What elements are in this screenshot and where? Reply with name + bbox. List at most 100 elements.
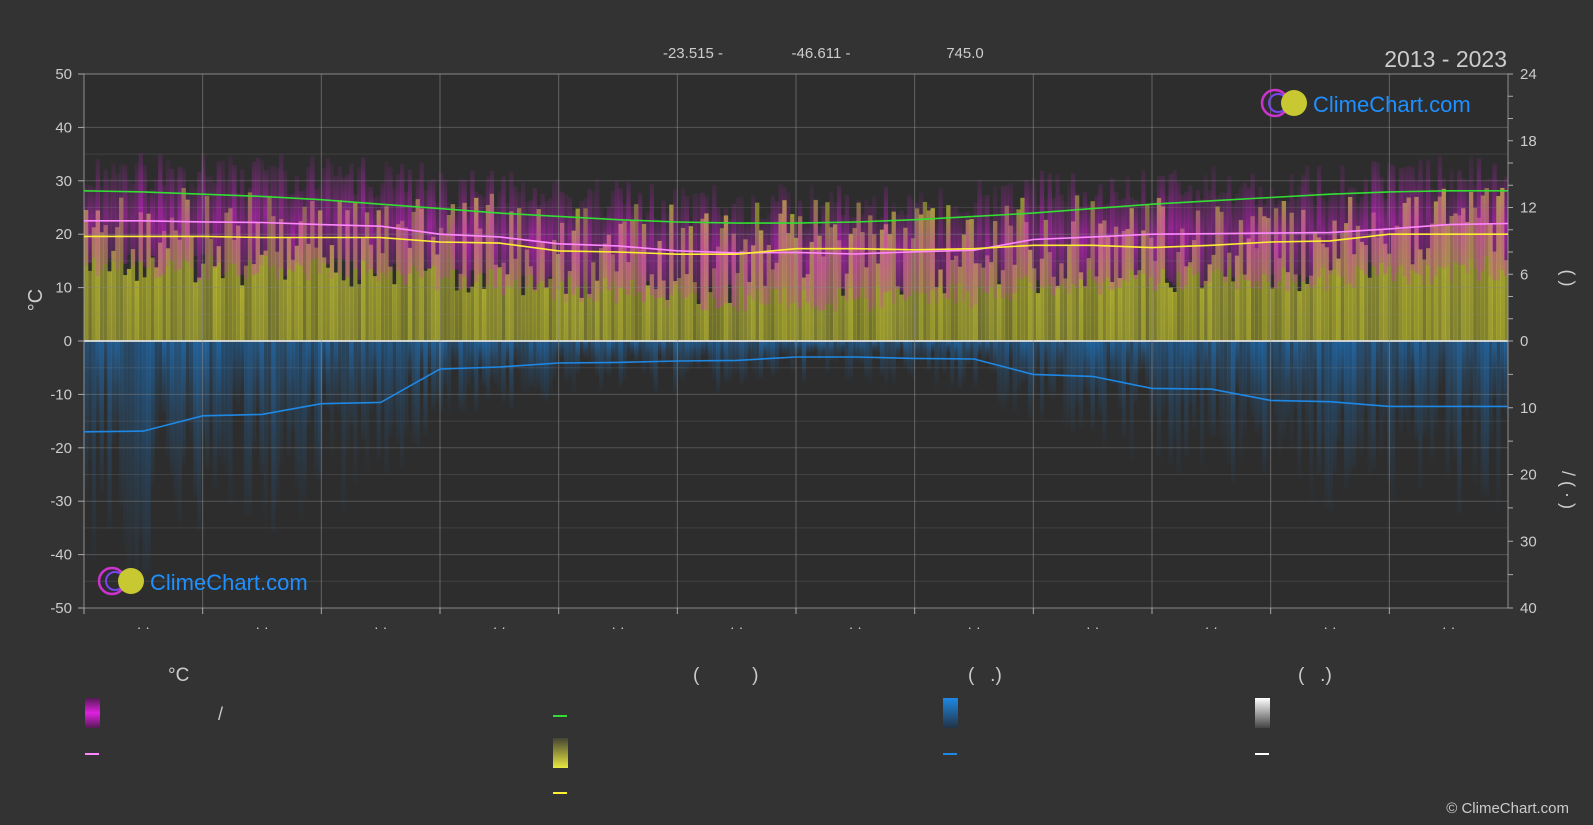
- sunshine-day-bar: [977, 263, 982, 341]
- temp-range-day-bar: [1059, 194, 1064, 285]
- temp-range-day-bar: [922, 211, 928, 294]
- sunshine-day-bar: [602, 243, 608, 341]
- month-tick-label: · ·: [730, 619, 743, 635]
- rain-day-bar: [138, 341, 143, 537]
- temp-range-day-bar: [751, 195, 756, 301]
- temp-range-day-bar: [357, 167, 362, 280]
- sunshine-day-bar: [895, 286, 900, 341]
- rain-day-bar: [661, 341, 666, 366]
- rain-day-bar: [922, 341, 928, 360]
- temp-range-day-bar: [251, 161, 257, 276]
- sunshine-day-bar: [321, 257, 327, 341]
- sunshine-day-bar: [318, 210, 323, 341]
- rain-day-bar: [1441, 341, 1446, 382]
- temp-range-day-bar: [731, 203, 736, 307]
- temp-range-day-bar: [1297, 184, 1302, 276]
- sunshine-day-bar: [1285, 272, 1290, 341]
- month-tick-label: · ·: [967, 619, 980, 635]
- rain-day-bar: [134, 341, 140, 588]
- temp-range-day-bar: [1152, 200, 1158, 291]
- sunshine-day-bar: [1191, 240, 1197, 341]
- rain-day-bar: [1262, 341, 1267, 475]
- rain-day-bar: [684, 341, 690, 372]
- sunshine-day-bar: [1305, 283, 1310, 341]
- temp-range-day-bar: [520, 182, 526, 276]
- temp-range-day-bar: [1074, 193, 1080, 288]
- sunshine-day-bar: [185, 199, 190, 341]
- rain-day-bar: [1305, 341, 1310, 441]
- rain-day-bar: [267, 341, 272, 457]
- sunshine-day-bar: [290, 259, 296, 341]
- sunshine-day-bar: [505, 274, 510, 341]
- sunshine-day-bar: [325, 267, 331, 341]
- temp-range-day-bar: [415, 179, 420, 272]
- temp-range-day-bar: [934, 219, 939, 303]
- rain-day-bar: [1016, 341, 1021, 394]
- temp-range-day-bar: [637, 193, 643, 293]
- brand-logo-bottom[interactable]: ClimeChart.com: [97, 566, 308, 596]
- rain-day-bar: [1067, 341, 1072, 426]
- sunshine-day-bar: [353, 202, 358, 341]
- sunshine-day-bar: [684, 274, 690, 341]
- temp-range-day-bar: [1016, 211, 1021, 279]
- sunshine-day-bar: [567, 270, 573, 341]
- rain-day-bar: [1457, 341, 1462, 515]
- rain-day-bar: [1086, 341, 1091, 396]
- left-tick-label: -20: [50, 440, 72, 457]
- temp-range-day-bar: [407, 169, 413, 275]
- temp-range-day-bar: [294, 175, 299, 263]
- rain-day-bar: [1312, 341, 1318, 402]
- sunshine-day-bar: [1164, 282, 1169, 341]
- temp-range-day-bar: [91, 186, 97, 259]
- rain-day-bar: [946, 341, 951, 353]
- sunshine-day-bar: [411, 211, 417, 341]
- sunshine-day-bar: [197, 277, 202, 341]
- rain-day-bar: [423, 341, 428, 436]
- temp-range-day-bar: [1336, 193, 1341, 276]
- sunshine-day-bar: [649, 274, 654, 341]
- sunshine-day-bar: [836, 240, 842, 341]
- legend-sunshine-swatch: [553, 738, 568, 768]
- rain-day-bar: [1390, 341, 1396, 505]
- rain-day-bar: [1199, 341, 1205, 466]
- month-tick-label: · ·: [374, 619, 387, 635]
- brand-logo-top[interactable]: ClimeChart.com: [1260, 88, 1471, 118]
- sunshine-day-bar: [208, 238, 214, 341]
- sunshine-day-bar: [598, 248, 604, 341]
- rain-day-bar: [1468, 341, 1474, 398]
- temp-range-day-bar: [481, 196, 487, 273]
- temp-range-day-bar: [267, 166, 272, 268]
- rain-day-bar: [442, 341, 448, 387]
- rain-day-bar: [1316, 341, 1322, 475]
- rain-day-bar: [1008, 341, 1013, 358]
- rain-day-bar: [427, 341, 432, 372]
- month-tick-label: · ·: [1323, 619, 1336, 635]
- rain-day-bar: [895, 341, 900, 358]
- rain-day-bar: [1004, 341, 1010, 402]
- sunshine-day-bar: [481, 288, 487, 341]
- temp-range-day-bar: [442, 179, 448, 277]
- sunshine-day-bar: [1032, 268, 1037, 341]
- sunshine-day-bar: [173, 230, 179, 341]
- rain-day-bar: [1063, 341, 1068, 429]
- sunshine-day-bar: [298, 221, 303, 341]
- sunshine-day-bar: [364, 212, 370, 341]
- sunshine-day-bar: [169, 217, 175, 341]
- sunshine-day-bar: [1340, 232, 1345, 341]
- temp-range-day-bar: [1203, 175, 1208, 286]
- rain-day-bar: [1047, 341, 1052, 396]
- temp-range-day-bar: [1121, 198, 1127, 280]
- temp-range-day-bar: [1461, 178, 1466, 265]
- sunshine-day-bar: [263, 250, 268, 341]
- rain-day-bar: [446, 341, 452, 412]
- rain-day-bar: [1297, 341, 1302, 479]
- rain-day-bar: [310, 341, 315, 391]
- temp-range-day-bar: [1184, 191, 1189, 286]
- sunshine-day-bar: [450, 204, 456, 341]
- rain-day-bar: [450, 341, 456, 360]
- temp-range-day-bar: [1332, 189, 1337, 270]
- rain-day-bar: [809, 341, 814, 353]
- sunshine-day-bar: [1293, 274, 1298, 341]
- rain-day-bar: [957, 341, 963, 390]
- rain-day-bar: [146, 341, 151, 573]
